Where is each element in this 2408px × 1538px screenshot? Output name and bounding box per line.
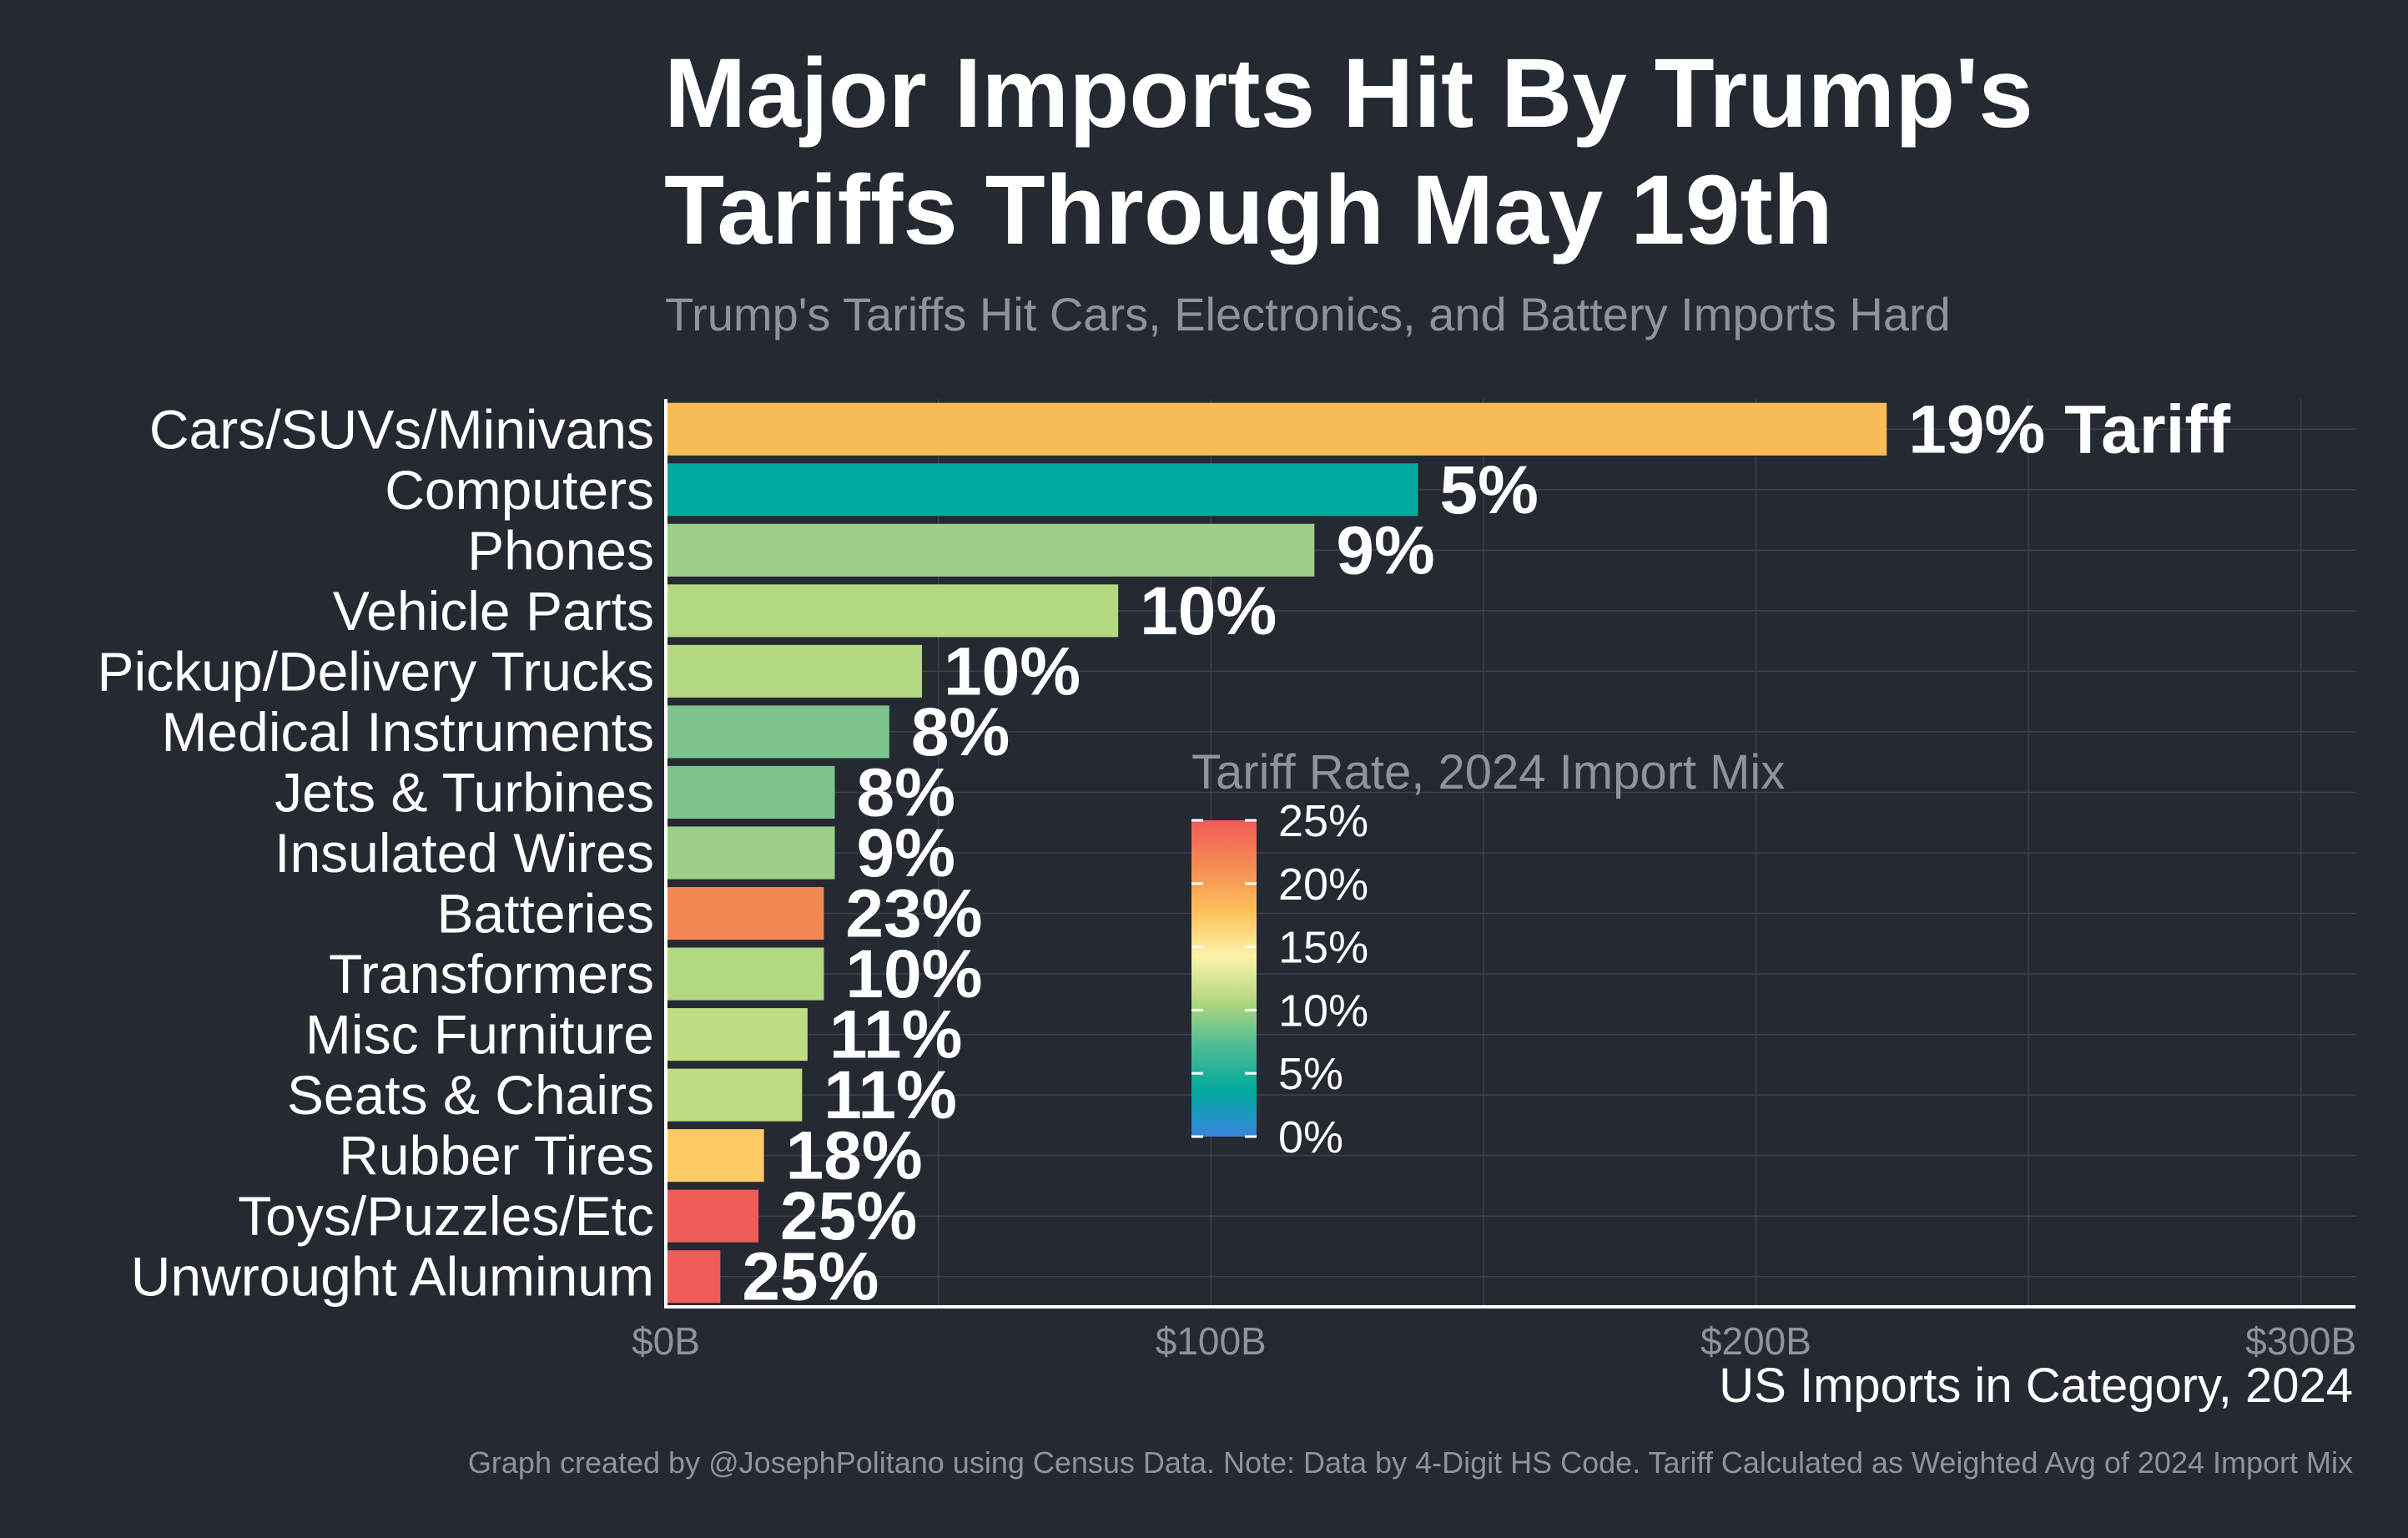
value-label: 11% — [824, 1057, 957, 1133]
x-tick-label: $0B — [632, 1319, 700, 1363]
x-tick-label: $300B — [2245, 1319, 2356, 1363]
chart-title-line-2: Tariffs Through May 19th — [664, 155, 1833, 265]
bar — [666, 947, 824, 1001]
bar — [666, 402, 1887, 456]
legend-tick-label: 25% — [1278, 796, 1368, 846]
bar — [666, 1129, 764, 1182]
category-label: Toys/Puzzles/Etc — [238, 1185, 654, 1247]
x-axis-title: US Imports in Category, 2024 — [1719, 1359, 2353, 1413]
value-label: 8% — [857, 754, 956, 830]
category-label: Medical Instruments — [161, 701, 654, 763]
bar — [666, 886, 824, 940]
legend-tick-label: 20% — [1278, 860, 1368, 910]
bar — [666, 523, 1315, 577]
bar — [666, 826, 835, 880]
x-tick-label: $200B — [1700, 1319, 1811, 1363]
value-label: 5% — [1439, 452, 1539, 528]
category-label: Pickup/Delivery Trucks — [97, 640, 654, 702]
value-label: 18% — [786, 1118, 923, 1194]
bar — [666, 644, 923, 698]
value-labels: 19% Tariff5%9%10%10%8%8%9%23%10%11%11%18… — [742, 391, 2230, 1314]
value-label: 8% — [911, 694, 1010, 770]
category-label: Cars/SUVs/Minivans — [149, 398, 654, 460]
chart-title: Major Imports Hit By Trump's Tariffs Thr… — [664, 35, 2249, 269]
value-label: 9% — [1336, 512, 1435, 588]
value-label: 23% — [845, 876, 982, 952]
legend-tick-label: 0% — [1278, 1112, 1343, 1162]
category-label: Seats & Chairs — [287, 1064, 654, 1126]
bar — [666, 1250, 721, 1304]
category-label: Misc Furniture — [305, 1004, 654, 1066]
value-label: 25% — [780, 1178, 917, 1254]
value-label: 10% — [845, 936, 982, 1012]
bar — [666, 765, 835, 819]
value-label: 19% Tariff — [1908, 391, 2231, 467]
legend-tick-label: 15% — [1278, 923, 1368, 973]
axes — [664, 399, 2355, 1309]
category-label: Batteries — [437, 883, 654, 945]
category-label: Insulated Wires — [275, 822, 654, 884]
value-label: 10% — [944, 633, 1081, 709]
category-label: Rubber Tires — [339, 1125, 654, 1187]
grid-lines — [666, 399, 2355, 1307]
bar — [666, 584, 1119, 638]
value-label: 9% — [857, 815, 956, 891]
bar — [666, 463, 1418, 517]
x-tick-labels: $0B $100B $200B $300B — [632, 1319, 2356, 1363]
bar — [666, 1189, 759, 1243]
bar — [666, 1068, 803, 1122]
category-label: Phones — [467, 519, 654, 581]
category-label: Computers — [385, 459, 654, 521]
value-label: 10% — [1140, 573, 1277, 649]
legend-color-bar — [1191, 820, 1257, 1137]
chart-title-line-1: Major Imports Hit By Trump's — [664, 38, 2033, 149]
legend-tick-label: 10% — [1278, 986, 1368, 1036]
legend-tick-label: 5% — [1278, 1049, 1343, 1099]
chart-subtitle: Trump's Tariffs Hit Cars, Electronics, a… — [665, 288, 1951, 340]
bars — [666, 402, 1887, 1304]
category-label: Transformers — [329, 943, 654, 1005]
category-labels: Cars/SUVs/MinivansComputersPhonesVehicle… — [97, 398, 654, 1307]
category-label: Unwrought Aluminum — [131, 1246, 654, 1308]
source-caption: Graph created by @JosephPolitano using C… — [467, 1445, 2353, 1480]
x-tick-label: $100B — [1156, 1319, 1267, 1363]
value-label: 25% — [742, 1239, 879, 1315]
category-label: Jets & Turbines — [275, 761, 654, 823]
category-label: Vehicle Parts — [333, 580, 654, 642]
bar — [666, 1008, 808, 1061]
bar — [666, 705, 889, 759]
value-label: 11% — [829, 997, 963, 1073]
legend-title: Tariff Rate, 2024 Import Mix — [1191, 745, 1785, 799]
